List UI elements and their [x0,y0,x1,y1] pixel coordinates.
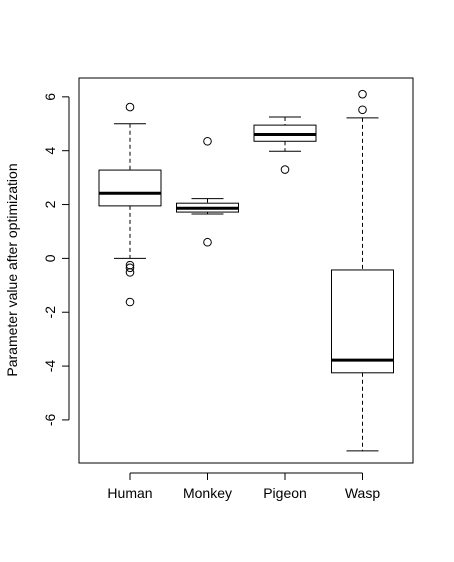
y-tick-label: 4 [42,147,58,155]
box-human [98,102,162,307]
y-tick-label: -6 [42,413,58,426]
outlier-point [280,165,290,174]
outlier-point [203,136,212,146]
box-monkey [176,136,239,247]
plot-frame [78,77,414,464]
iqr-box [98,169,162,207]
y-tick-label: 6 [42,93,58,101]
outlier-point [125,268,135,277]
x-tick-label-pigeon: Pigeon [263,485,307,501]
outlier-point [125,263,135,273]
box-pigeon [253,116,317,174]
x-tick-label-human: Human [107,485,152,501]
outlier-point [358,89,367,99]
y-axis-label: Parameter value after optimization [4,163,20,376]
box-wasp [331,89,394,452]
iqr-box [331,269,394,374]
y-tick-label: 2 [42,200,58,208]
y-tick-label: 0 [42,254,58,262]
y-axis: -6 -4 -2 0 2 4 6 [42,93,70,426]
x-tick-label-wasp: Wasp [345,485,380,501]
outlier-point [203,237,212,247]
y-tick-label: -4 [42,360,58,373]
boxes [98,89,394,452]
outlier-point [125,297,135,307]
y-tick-label: -2 [42,306,58,319]
x-tick-label-monkey: Monkey [183,485,232,501]
outlier-point [358,105,367,115]
outlier-point [125,102,135,112]
x-axis: Human Monkey Pigeon Wasp [107,472,380,501]
